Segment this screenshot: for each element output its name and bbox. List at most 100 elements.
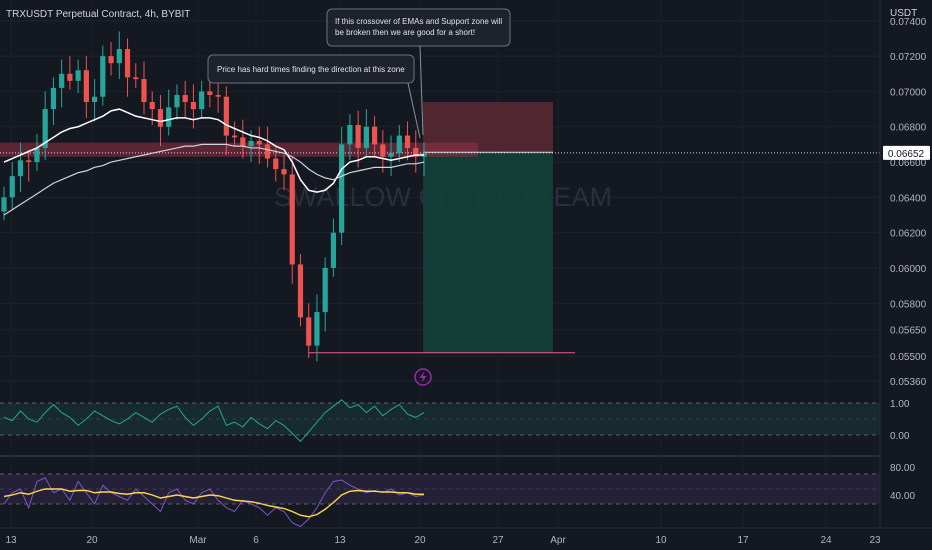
candle-body <box>75 70 81 81</box>
osc2-level-high: 80.00 <box>890 463 915 474</box>
time-tick-label: 17 <box>737 535 749 546</box>
time-tick-label: 6 <box>253 535 259 546</box>
time-tick-label: 13 <box>5 535 17 546</box>
candle-body <box>240 137 246 147</box>
candle-body <box>413 147 419 157</box>
oscillator-2-pane <box>0 473 880 528</box>
take-profit-zone[interactable] <box>423 153 553 353</box>
candle-body <box>281 169 287 175</box>
candle-body <box>256 140 262 145</box>
symbol-title[interactable]: TRXUSDT Perpetual Contract, 4h, BYBIT <box>6 9 190 20</box>
price-tick-label: 0.07000 <box>890 87 927 98</box>
candle-body <box>100 56 106 97</box>
candle-body <box>17 160 24 177</box>
price-tick-label: 0.05800 <box>890 299 927 310</box>
candle-body <box>141 79 147 103</box>
candle-body <box>380 144 386 157</box>
price-tick-label: 0.05500 <box>890 352 927 363</box>
candle-body <box>264 144 271 159</box>
candle-body <box>322 267 328 313</box>
price-tick-label: 0.07200 <box>890 52 927 63</box>
candle-body <box>339 144 345 233</box>
time-tick-label: 23 <box>869 535 881 546</box>
last-price-label: 0.06652 <box>888 149 925 160</box>
candle-body <box>91 96 98 103</box>
candle-body <box>190 102 197 110</box>
time-tick-label: 24 <box>820 535 832 546</box>
time-tick-label: 10 <box>655 535 667 546</box>
oscillator-1-line <box>3 399 425 443</box>
candle-body <box>355 124 361 148</box>
time-tick-label: 13 <box>334 535 346 546</box>
ema-fast-line <box>3 108 424 193</box>
annotation-note-1-pointer <box>407 82 421 139</box>
candle-body <box>174 94 180 108</box>
ema-slow-line <box>3 143 425 216</box>
last-price-badge: 0.06652 <box>883 145 930 160</box>
candle-body <box>388 153 394 157</box>
time-tick-label: 27 <box>492 535 504 546</box>
candle-body <box>166 107 172 127</box>
price-axis-ticks: 0.07400 0.07200 0.07000 0.06800 0.06600 0.064… <box>890 17 927 388</box>
candle-body <box>182 94 188 103</box>
price-axis[interactable] <box>881 0 932 528</box>
candle-body <box>396 135 402 154</box>
annotation-note-2-line-1: If this crossover of EMAs and Support zo… <box>335 17 502 26</box>
osc2-level-low: 40.00 <box>890 491 915 502</box>
candle-body <box>50 87 57 110</box>
candle-body <box>26 160 32 163</box>
annotation-note-2-pointer <box>419 45 424 136</box>
candle-body <box>59 73 65 88</box>
candle-body <box>223 96 229 136</box>
candle-body <box>108 56 114 64</box>
candle-body <box>215 94 221 97</box>
price-tick-label: 0.07400 <box>890 17 927 28</box>
candle-body <box>124 49 131 78</box>
candle-body <box>289 174 295 265</box>
candle-body <box>149 102 155 110</box>
candle-body <box>297 264 304 318</box>
candle-body <box>248 140 254 147</box>
price-tick-label: 0.05650 <box>890 326 927 337</box>
oscillator-2-line-b <box>3 488 424 518</box>
candle-body <box>1 197 7 212</box>
candle-body <box>133 77 139 80</box>
annotation-note-2-line-2: be broken then we are good for a short! <box>335 28 475 37</box>
time-tick-label: 20 <box>414 535 426 546</box>
time-axis[interactable] <box>0 528 932 550</box>
price-tick-label: 0.06000 <box>890 264 927 275</box>
candle-body <box>371 126 378 145</box>
osc1-level-low: 0.00 <box>890 431 910 442</box>
price-tick-label: 0.05360 <box>890 377 927 388</box>
lightning-event-icon[interactable] <box>414 368 432 386</box>
candle-body <box>314 312 320 346</box>
candle-body <box>34 147 40 163</box>
price-tick-label: 0.06800 <box>890 123 927 134</box>
candle-body <box>273 158 279 170</box>
candle-body <box>363 126 369 148</box>
candles <box>1 31 427 362</box>
osc1-level-high: 1.00 <box>890 399 910 410</box>
currency-label: USDT <box>890 8 917 19</box>
oscillator-1-pane <box>0 399 880 443</box>
candle-body <box>306 317 312 346</box>
candle-body <box>330 232 337 268</box>
annotation-note-1[interactable]: Price has hard times finding the directi… <box>207 54 421 139</box>
candle-body <box>207 91 213 95</box>
candle-body <box>157 109 164 127</box>
annotation-note-2[interactable]: If this crossover of EMAs and Support zo… <box>326 8 511 136</box>
price-tick-label: 0.06400 <box>890 193 927 204</box>
candle-body <box>83 70 89 103</box>
time-tick-label: 20 <box>86 535 98 546</box>
candle-body <box>231 135 238 138</box>
time-tick-label: Apr <box>550 535 566 546</box>
candle-body <box>199 91 205 110</box>
candle-body <box>42 109 48 148</box>
time-tick-label: Mar <box>189 535 207 546</box>
price-tick-label: 0.06600 <box>890 158 927 169</box>
candle-body <box>347 124 353 145</box>
annotation-note-1-text: Price has hard times finding the directi… <box>217 65 405 74</box>
candle-body <box>404 135 411 148</box>
candle-body <box>116 49 122 64</box>
